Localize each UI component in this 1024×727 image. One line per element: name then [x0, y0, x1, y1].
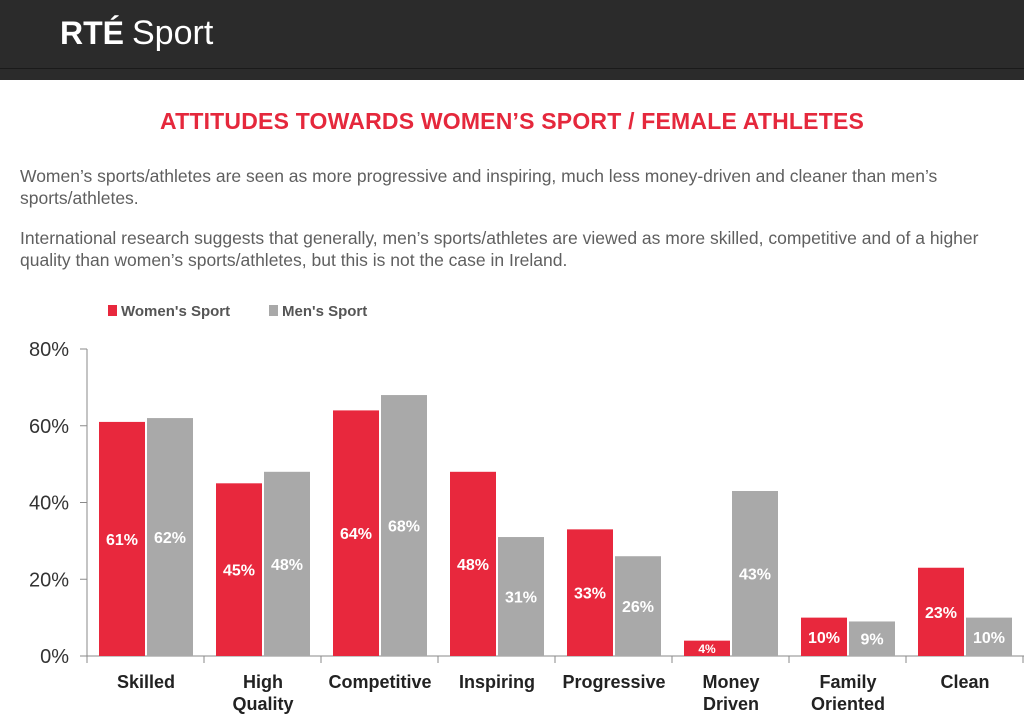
rte-sport-logo: RTÉ Sport — [60, 14, 213, 58]
bar-mens-sport — [147, 418, 193, 656]
bar-mens-sport — [381, 395, 427, 656]
y-tick-label: 80% — [29, 339, 69, 361]
data-label: 43% — [739, 566, 771, 583]
data-label: 26% — [622, 599, 654, 616]
summary-paragraph-2: International research suggests that gen… — [20, 228, 979, 270]
category-label: Skilled — [117, 672, 175, 692]
data-label: 10% — [808, 630, 840, 647]
bar-womens-sport — [216, 483, 262, 656]
page-title: ATTITUDES TOWARDS WOMEN’S SPORT / FEMALE… — [159, 108, 865, 134]
bar-womens-sport — [567, 529, 613, 656]
header-bar: RTÉ Sport — [0, 0, 1024, 80]
category-label: Family — [819, 672, 876, 692]
data-label: 4% — [698, 642, 716, 656]
bar-mens-sport — [732, 490, 778, 656]
y-tick-label: 20% — [29, 569, 69, 591]
bar-womens-sport — [801, 617, 847, 656]
data-label: 9% — [860, 632, 883, 649]
bar-mens-sport — [264, 471, 310, 656]
header-divider — [0, 68, 1024, 69]
y-tick-label: 60% — [29, 416, 69, 438]
bar-womens-sport — [333, 410, 379, 656]
data-label: 10% — [973, 630, 1005, 647]
legend-swatch — [108, 305, 117, 316]
category-label: Oriented — [811, 694, 885, 714]
category-label: Money — [702, 672, 759, 692]
data-label: 33% — [574, 586, 606, 603]
data-label: 68% — [388, 519, 420, 536]
legend-label: Women's Sport — [121, 303, 230, 320]
category-label: Competitive — [328, 672, 431, 692]
bar-womens-sport — [99, 421, 145, 656]
y-tick-label: 0% — [40, 646, 69, 668]
data-label: 62% — [154, 530, 186, 547]
brand-sport: Sport — [132, 14, 214, 52]
bar-mens-sport — [849, 621, 895, 656]
bar-mens-sport — [498, 537, 544, 656]
data-label: 48% — [271, 557, 303, 574]
data-label: 23% — [925, 605, 957, 622]
bar-mens-sport — [966, 617, 1012, 656]
category-label: Progressive — [562, 672, 665, 692]
bar-mens-sport — [615, 556, 661, 656]
bar-womens-sport — [684, 640, 730, 656]
summary-paragraph-1: Women’s sports/athletes are seen as more… — [20, 166, 938, 208]
data-label: 61% — [106, 532, 138, 549]
category-label: High — [243, 672, 283, 692]
brand-rte: RTÉ — [60, 15, 124, 51]
data-label: 45% — [223, 563, 255, 580]
legend-swatch — [269, 305, 278, 316]
category-label: Quality — [232, 694, 293, 714]
bar-womens-sport — [918, 567, 964, 656]
data-label: 31% — [505, 590, 537, 607]
category-label: Inspiring — [459, 672, 535, 692]
bar-womens-sport — [450, 471, 496, 656]
category-label: Clean — [940, 672, 989, 692]
data-label: 48% — [457, 557, 489, 574]
category-label: Driven — [703, 694, 759, 714]
legend-label: Men's Sport — [282, 303, 367, 320]
y-tick-label: 40% — [29, 493, 69, 515]
data-label: 64% — [340, 526, 372, 543]
attitudes-bar-chart: 0% 20% 40% 60% 80% 61% 62% Skilled 45% 48% HighQua… — [29, 303, 1024, 714]
